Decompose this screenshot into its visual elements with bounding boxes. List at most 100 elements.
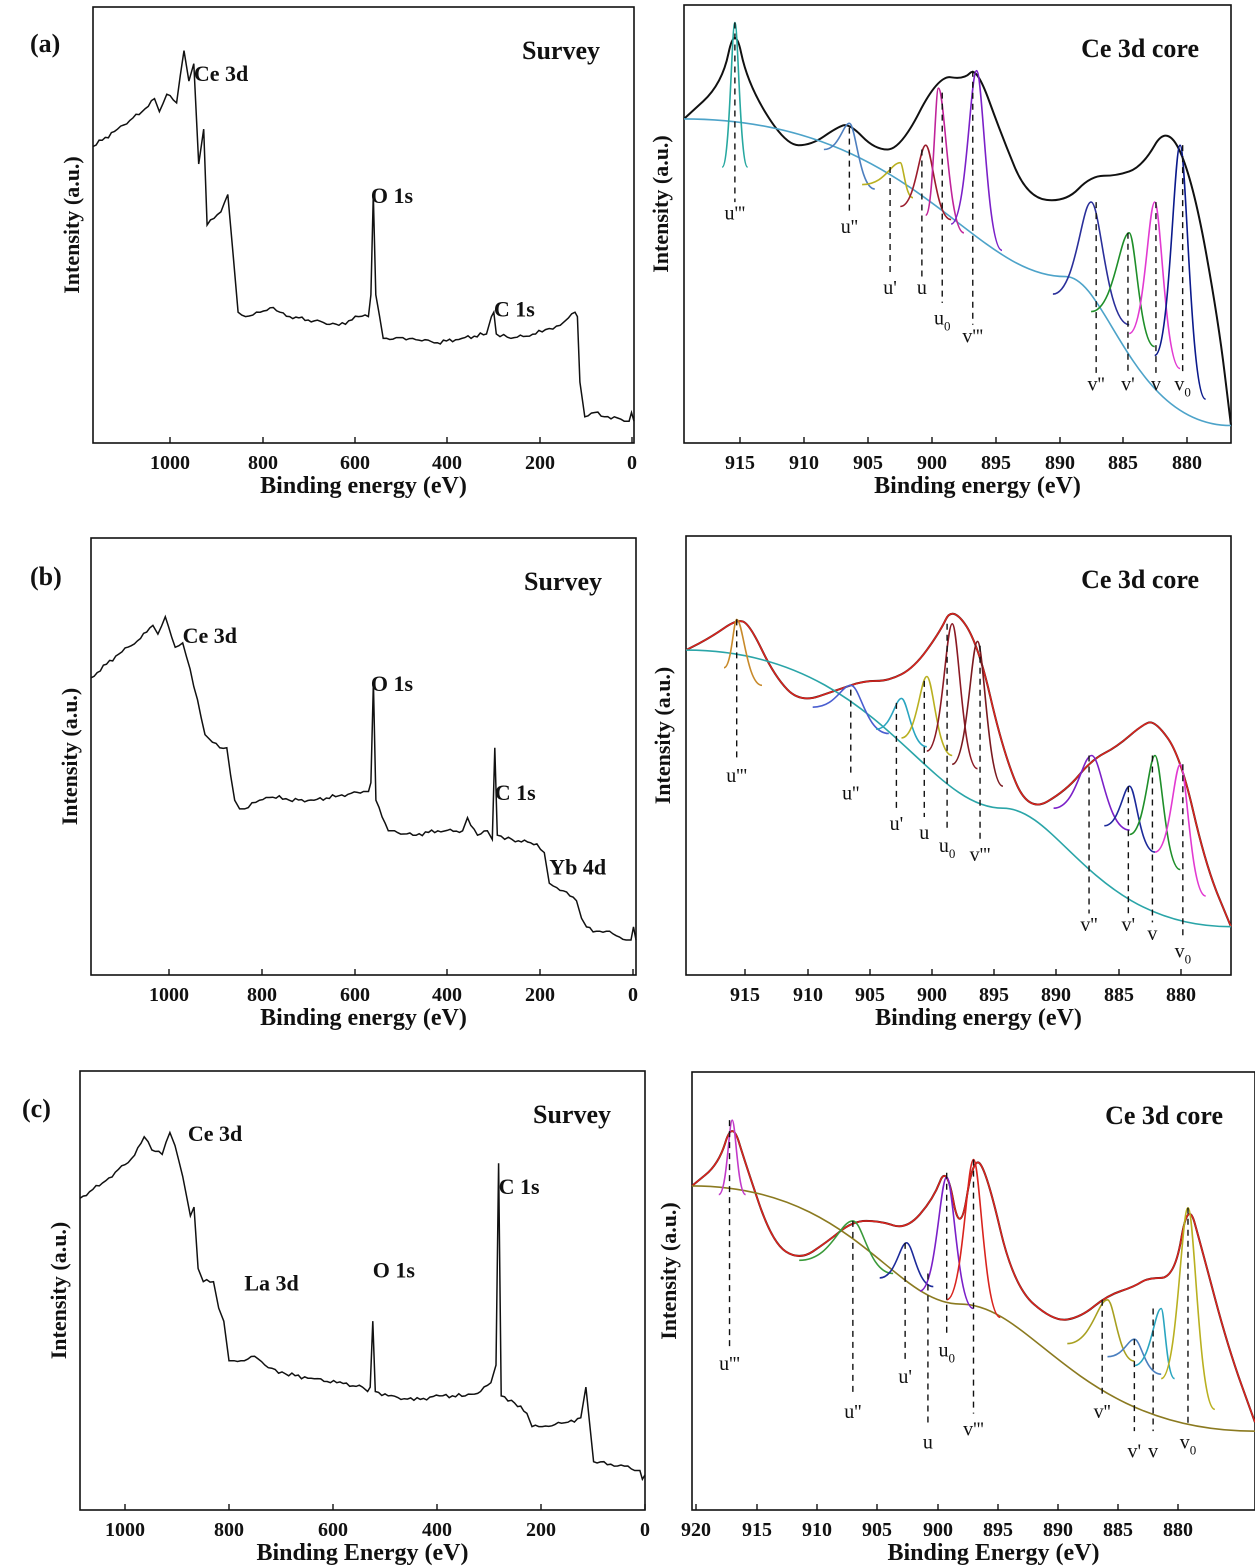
y-axis-label: Intensity (a.u.)	[59, 156, 84, 294]
peak-annotation: O 1s	[373, 1257, 416, 1282]
x-tick-label: 1000	[149, 984, 189, 1006]
x-tick-label: 900	[917, 984, 947, 1006]
fitted-peak-line	[683, 118, 1232, 427]
peak-label: u''	[842, 782, 859, 804]
x-tick-label: 890	[1041, 984, 1071, 1006]
peak-annotation: Ce 3d	[194, 61, 248, 86]
peak-label: v	[1151, 373, 1161, 395]
peak-label: v''	[1094, 1401, 1111, 1423]
fitted-peak-line	[721, 21, 749, 168]
y-axis-label: Intensity (a.u.)	[57, 688, 82, 826]
survey-plot-frame	[92, 6, 635, 444]
x-tick-label: 400	[422, 1519, 452, 1541]
peak-annotation: Ce 3d	[188, 1121, 242, 1146]
peak-label: v''	[1080, 914, 1097, 936]
peak-label: u'	[898, 1366, 912, 1388]
panel-label: (a)	[30, 29, 60, 58]
peak-annotation: Yb 4d	[549, 854, 606, 879]
fitted-peak-line	[900, 144, 952, 221]
peak-annotation: Ce 3d	[183, 623, 237, 648]
x-tick-label: 600	[318, 1519, 348, 1541]
x-tick-label: 890	[1043, 1519, 1073, 1541]
fitted-peak-line	[1090, 231, 1156, 348]
peak-label: u'''	[719, 1353, 740, 1375]
fitted-peak-line	[1129, 754, 1181, 871]
fitted-peak-line	[1053, 754, 1130, 831]
survey-plot-frame	[90, 537, 637, 976]
peak-label: v'''	[963, 1419, 984, 1441]
x-tick-label: 890	[1045, 452, 1075, 474]
x-tick-label: 905	[862, 1519, 892, 1541]
survey-title: Survey	[533, 1100, 611, 1129]
y-axis-label: Intensity (a.u.)	[648, 135, 673, 273]
x-tick-label: 910	[789, 452, 819, 474]
x-axis-label: Binding Energy (eV)	[256, 1540, 468, 1566]
peak-label: u0	[938, 1340, 955, 1366]
peak-label-subscript: 0	[944, 319, 951, 334]
peak-label: u''	[841, 216, 858, 238]
peak-label: v'	[1128, 1440, 1142, 1462]
x-tick-label: 600	[340, 984, 370, 1006]
fitted-peak-line	[875, 697, 928, 748]
fitted-peak-line	[799, 1220, 894, 1275]
x-tick-label: 200	[525, 452, 555, 474]
peak-annotation: La 3d	[244, 1271, 298, 1296]
fitted-peak-line	[1067, 1298, 1135, 1362]
survey-spectrum-line	[90, 614, 637, 941]
x-tick-label: 905	[855, 984, 885, 1006]
x-tick-label: 885	[1108, 452, 1138, 474]
fitted-peak-line	[1128, 201, 1181, 370]
x-tick-label: 900	[917, 452, 947, 474]
peak-annotation: O 1s	[371, 183, 414, 208]
x-axis-label: Binding energy (eV)	[260, 1005, 467, 1031]
fitted-peak-line	[879, 1241, 934, 1288]
fitted-peak-line	[718, 1119, 747, 1196]
x-axis-label: Binding Energy (eV)	[887, 1540, 1099, 1566]
peak-label: u	[917, 277, 927, 299]
peak-label: u	[923, 1432, 933, 1454]
x-tick-label: 895	[979, 984, 1009, 1006]
peak-label: v	[1148, 1440, 1158, 1462]
panel-label: (b)	[30, 562, 62, 591]
peak-label-subscript: 0	[948, 1351, 955, 1366]
fitted-peak-line	[901, 675, 953, 757]
x-tick-label: 920	[681, 1519, 711, 1541]
fitted-peak-line	[1052, 201, 1130, 326]
fitted-peak-line	[1154, 763, 1207, 897]
fitted-peak-line	[1134, 1307, 1176, 1380]
peak-label: u	[919, 822, 929, 844]
peak-label: u'''	[726, 765, 747, 787]
x-tick-label: 885	[1104, 984, 1134, 1006]
peak-label-subscript: 0	[1185, 951, 1192, 966]
fitted-peak-line	[1104, 785, 1156, 853]
panel-label: (c)	[22, 1094, 51, 1123]
core-title: Ce 3d core	[1081, 565, 1199, 594]
x-tick-label: 200	[525, 984, 555, 1006]
peak-label: v'''	[962, 325, 983, 347]
core-plot-frame	[683, 4, 1232, 444]
fitted-peak-line	[926, 622, 978, 770]
peak-label: v0	[1174, 373, 1191, 399]
x-tick-label: 600	[340, 452, 370, 474]
peak-label: v0	[1175, 940, 1192, 966]
y-axis-label: Intensity (a.u.)	[46, 1222, 71, 1360]
survey-plot-frame	[79, 1070, 646, 1511]
peak-label: u''	[844, 1401, 861, 1423]
peak-label: v''	[1088, 373, 1105, 395]
x-axis-label: Binding energy (eV)	[874, 473, 1081, 499]
peak-annotation: O 1s	[371, 671, 414, 696]
x-tick-label: 915	[725, 452, 755, 474]
y-axis-label: Intensity (a.u.)	[650, 667, 675, 805]
x-tick-label: 880	[1166, 984, 1196, 1006]
x-tick-label: 895	[983, 1519, 1013, 1541]
peak-label: u0	[939, 835, 956, 861]
x-tick-label: 400	[432, 452, 462, 474]
peak-annotation: C 1s	[494, 297, 535, 322]
fitted-peak-line	[723, 618, 763, 687]
fitted-peak-line	[691, 1130, 1255, 1423]
peak-label-subscript: 0	[949, 846, 956, 861]
peak-annotation: C 1s	[499, 1174, 540, 1199]
peak-label: v'	[1121, 373, 1135, 395]
x-tick-label: 0	[627, 452, 637, 474]
